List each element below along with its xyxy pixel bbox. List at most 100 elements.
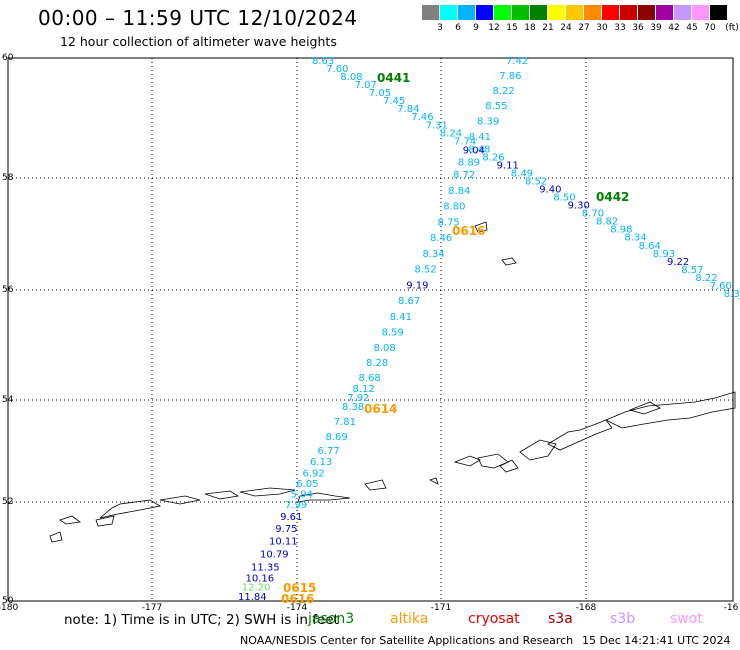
scale-label: 18 — [524, 23, 536, 33]
swh-value: 8.28 — [366, 358, 388, 369]
scale-label: 15 — [506, 23, 518, 33]
satellite-s3b: s3b — [610, 611, 636, 627]
scale-swatch — [494, 5, 512, 20]
swh-value: 7.46 — [411, 112, 433, 123]
scale-label: 6 — [455, 23, 461, 33]
track-id-label: 0615 — [283, 581, 316, 595]
scale-swatch — [710, 5, 728, 20]
swh-value: 9.75 — [275, 524, 297, 535]
swh-value: 7.81 — [334, 417, 356, 428]
swh-value: 9.04 — [463, 145, 485, 156]
swh-value: 8.64 — [639, 241, 661, 252]
swh-value: 8.41 — [390, 312, 412, 323]
scale-swatch — [656, 5, 674, 20]
swh-value: 8.67 — [398, 296, 420, 307]
coastline — [49, 531, 63, 543]
coastline — [477, 453, 509, 469]
swh-value: 8.22 — [493, 86, 515, 97]
coastline — [428, 477, 439, 485]
scale-swatch — [476, 5, 494, 20]
swh-value: 7.31 — [426, 120, 448, 131]
credit-text: NOAA/NESDIS Center for Satellite Applica… — [240, 634, 574, 647]
swh-value: 9.22 — [667, 257, 689, 268]
swh-value: 6.05 — [296, 479, 318, 490]
swh-value: 8.80 — [443, 202, 465, 213]
swh-value: 8.49 — [511, 168, 533, 179]
swh-value: 7.86 — [499, 71, 521, 82]
swh-value: 8.89 — [458, 158, 480, 169]
scale-label: 39 — [650, 23, 662, 33]
swh-value: 8.34 — [624, 233, 646, 244]
coastline — [364, 479, 387, 491]
swh-value: 10.79 — [260, 550, 289, 561]
swh-value: 7.42 — [506, 56, 528, 67]
swh-value: 6.77 — [318, 446, 340, 457]
lon-label: -16 — [724, 603, 739, 613]
coastline — [297, 492, 351, 503]
swh-value: 8.55 — [485, 101, 507, 112]
scale-label: 12 — [488, 23, 500, 33]
scale-label: 9 — [473, 23, 479, 33]
swh-value: 8.39 — [477, 117, 499, 128]
swh-value: 8.48 — [468, 144, 490, 155]
coastline — [99, 499, 162, 519]
swh-value: 6.13 — [310, 457, 332, 468]
swh-value: 8.63 — [312, 56, 334, 67]
lat-label: 60 — [2, 53, 14, 63]
map-frame — [7, 57, 734, 602]
coastline — [95, 515, 115, 527]
lon-label: -174 — [287, 603, 308, 613]
lat-label: 52 — [2, 497, 13, 507]
scale-swatch — [602, 5, 620, 20]
coastline — [628, 401, 661, 415]
swh-value: 8.46 — [430, 233, 452, 244]
coastline — [204, 490, 240, 500]
swh-value: 8.93 — [653, 249, 675, 260]
satellite-jason3: jason3 — [308, 611, 355, 627]
swh-value: 11.84 — [238, 592, 267, 603]
swh-value: 11.35 — [251, 563, 280, 574]
swh-value: 8.70 — [582, 209, 604, 220]
coastline — [59, 515, 82, 525]
swh-value: 9.19 — [406, 280, 428, 291]
lon-label: -171 — [431, 603, 451, 613]
scale-label: 3 — [437, 23, 443, 33]
swh-value: 6.92 — [303, 468, 325, 479]
swh-value: 8.72 — [453, 170, 475, 181]
swh-value: 8.84 — [448, 186, 470, 197]
scale-label: 24 — [560, 23, 572, 33]
scale-swatch — [584, 5, 602, 20]
track-id-label: 0616 — [281, 592, 314, 606]
scale-swatch — [458, 5, 476, 20]
timestamp-text: 15 Dec 14:21:41 UTC 2024 — [582, 634, 731, 647]
lat-label: 58 — [2, 173, 14, 183]
swh-value: 8.98 — [610, 225, 632, 236]
swh-value: 7.45 — [383, 96, 405, 107]
lat-label: 54 — [2, 395, 14, 405]
swh-value: 8.34 — [423, 249, 445, 260]
scale-swatch — [512, 5, 530, 20]
swh-value: 12.20 — [242, 583, 271, 594]
track-id-label: 0616 — [452, 224, 485, 238]
satellite-altika: altika — [390, 611, 429, 627]
scale-label: 33 — [614, 23, 626, 33]
swh-value: 8.57 — [681, 265, 703, 276]
scale-label: 36 — [632, 23, 644, 33]
lon-label: -177 — [142, 603, 162, 613]
swh-value: 8.68 — [359, 373, 381, 384]
scale-label: 42 — [668, 23, 680, 33]
swh-value: 7.60 — [710, 281, 732, 292]
swh-value: 8.3 — [724, 289, 740, 300]
scale-label: 45 — [686, 23, 698, 33]
swh-value: 7 — [738, 297, 740, 308]
swh-value: 7.84 — [397, 104, 419, 115]
track-id-label: 0614 — [364, 402, 397, 416]
swh-value: 7.74 — [454, 136, 476, 147]
lon-label: -180 — [0, 603, 18, 613]
swh-value: 9.40 — [539, 185, 561, 196]
swh-value: 8.75 — [438, 217, 460, 228]
swh-value: 7.05 — [369, 88, 391, 99]
satellite-swot: swot — [670, 611, 703, 627]
scale-swatch — [440, 5, 458, 20]
